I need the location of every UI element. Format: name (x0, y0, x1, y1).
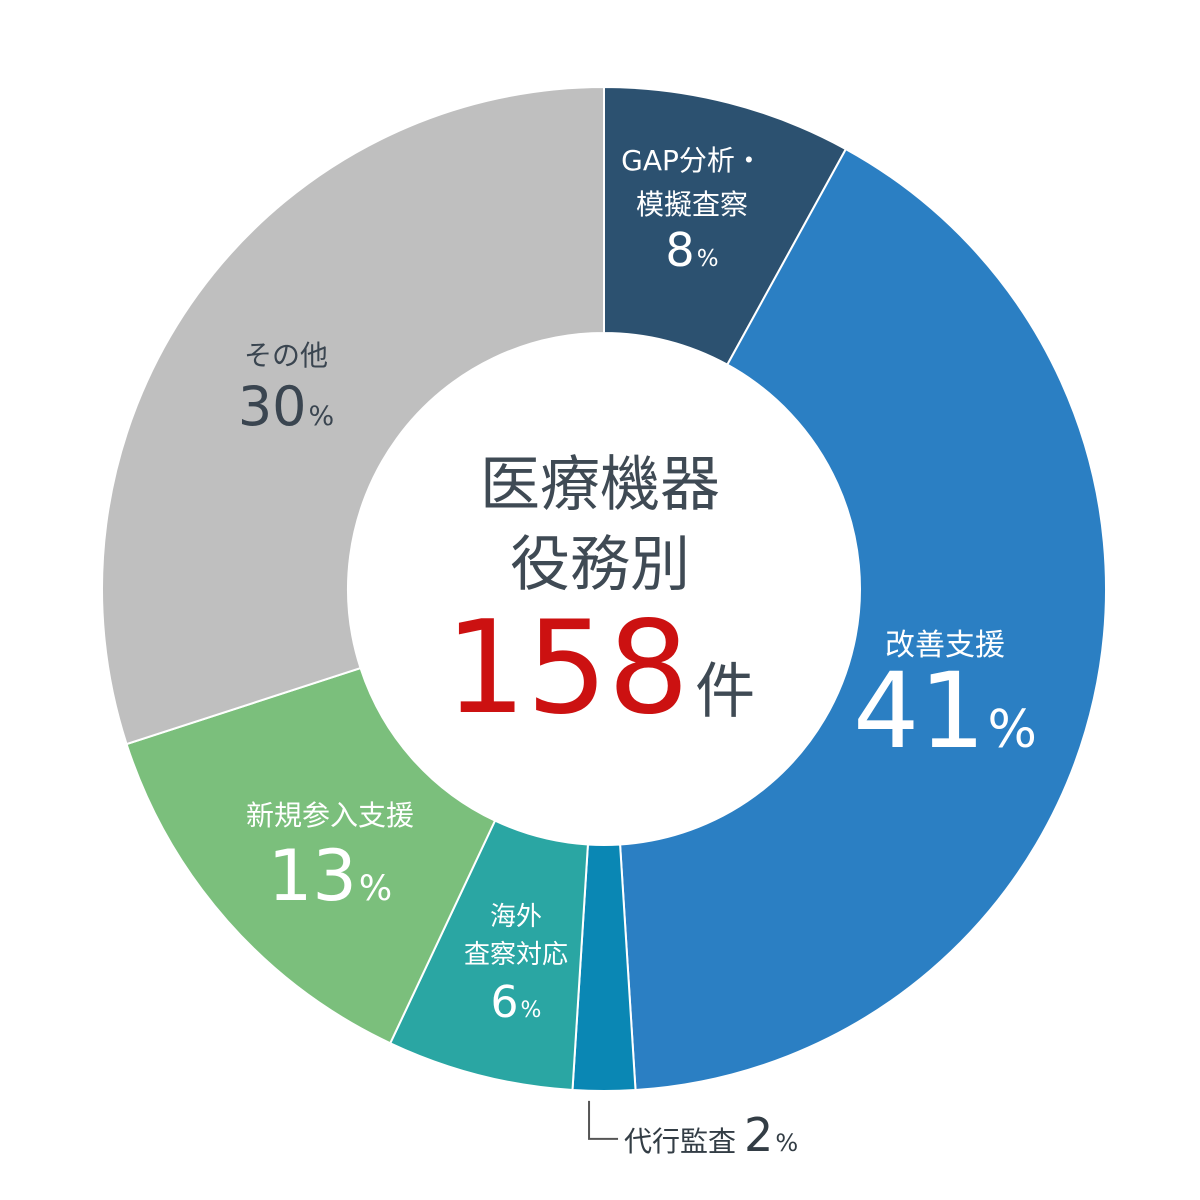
slice-value-label-1: 41% (853, 650, 1037, 772)
slice-unit-5: % (309, 401, 335, 432)
slice-unit-1: % (987, 700, 1036, 760)
slice-value-1: 41 (853, 650, 985, 772)
slice-name-0-line-1: 模擬査察 (636, 188, 748, 221)
slice-value-3: 6 (491, 977, 519, 1028)
slice-1 (619, 147, 1108, 1092)
center-total-unit: 件 (695, 657, 755, 727)
slice-name-3-line-0: 海外 (490, 902, 542, 932)
slice-4 (125, 666, 497, 1045)
slice-name-5-line-0: その他 (244, 339, 328, 372)
slice-5 (101, 85, 605, 746)
center-total: 158 件 (445, 594, 755, 743)
slice-name-1-line-0: 改善支援 (885, 628, 1005, 663)
slice-value-label-4: 13% (268, 835, 392, 917)
slice-name-3-line-1: 査察対応 (464, 940, 568, 970)
slice-value-2: 2 (744, 1108, 773, 1162)
slice-name-0-line-0: GAP分析・ (621, 144, 763, 177)
slice-value-label-5: 30% (238, 375, 334, 438)
slice-unit-3: % (521, 998, 542, 1023)
leader-line-2 (588, 1100, 619, 1140)
slice-value-4: 13 (268, 835, 357, 917)
slice-unit-0: % (697, 246, 719, 272)
slice-value-label-0: 8% (665, 223, 718, 277)
center-title-line1: 医療機器 (480, 450, 720, 520)
slice-unit-2: % (775, 1129, 798, 1157)
center-total-value: 158 (445, 594, 689, 743)
center-title-line2: 役務別 (510, 530, 690, 600)
donut-slices (101, 85, 1108, 1093)
slice-label-2: 代行監査 2% (624, 1108, 798, 1162)
slice-name-2: 代行監査 (624, 1125, 736, 1158)
slice-value-label-3: 6% (491, 977, 542, 1028)
center-label: 医療機器 役務別 158 件 (445, 450, 755, 743)
slice-unit-4: % (359, 869, 392, 909)
slice-value-0: 8 (665, 223, 694, 277)
slice-value-5: 30 (238, 375, 307, 438)
slice-name-4-line-0: 新規参入支援 (246, 799, 414, 832)
